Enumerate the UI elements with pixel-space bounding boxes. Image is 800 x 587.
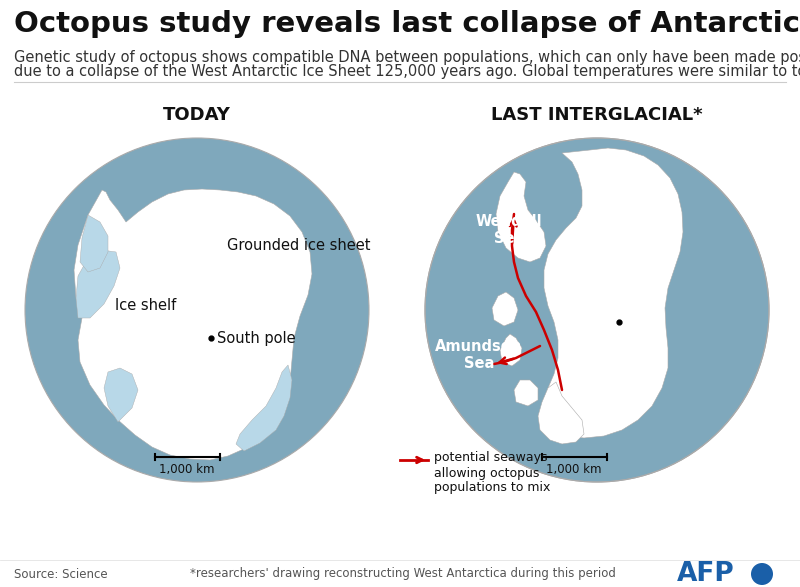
Polygon shape xyxy=(514,380,538,406)
Circle shape xyxy=(25,138,369,482)
Text: AFP: AFP xyxy=(678,561,735,587)
Text: South pole: South pole xyxy=(217,330,296,346)
Text: LAST INTERGLACIAL*: LAST INTERGLACIAL* xyxy=(491,106,703,124)
Polygon shape xyxy=(104,368,138,422)
Text: due to a collapse of the West Antarctic Ice Sheet 125,000 years ago. Global temp: due to a collapse of the West Antarctic … xyxy=(14,64,800,79)
Text: 1,000 km: 1,000 km xyxy=(546,463,602,476)
Text: populations to mix: populations to mix xyxy=(434,481,550,494)
Polygon shape xyxy=(236,365,292,451)
Polygon shape xyxy=(80,215,108,272)
Text: Ice shelf: Ice shelf xyxy=(115,298,176,312)
Text: allowing octopus: allowing octopus xyxy=(434,467,539,480)
Polygon shape xyxy=(544,148,683,438)
Text: *researchers' drawing reconstructing West Antarctica during this period: *researchers' drawing reconstructing Wes… xyxy=(190,568,616,581)
Polygon shape xyxy=(76,250,120,318)
Text: Grounded ice sheet: Grounded ice sheet xyxy=(227,238,370,252)
Circle shape xyxy=(425,138,769,482)
Text: Source: Science: Source: Science xyxy=(14,568,108,581)
Circle shape xyxy=(751,563,773,585)
Text: Genetic study of octopus shows compatible DNA between populations, which can onl: Genetic study of octopus shows compatibl… xyxy=(14,50,800,65)
Polygon shape xyxy=(496,172,546,262)
Polygon shape xyxy=(538,382,584,444)
Text: 1,000 km: 1,000 km xyxy=(159,463,214,476)
Text: potential seaways: potential seaways xyxy=(434,451,547,464)
Text: Ross
Sea: Ross Sea xyxy=(596,389,634,421)
Polygon shape xyxy=(492,292,518,326)
Polygon shape xyxy=(74,189,312,460)
Polygon shape xyxy=(500,334,522,366)
Text: Weddell
Sea: Weddell Sea xyxy=(476,214,542,246)
Text: TODAY: TODAY xyxy=(163,106,231,124)
Text: Amundsen
Sea: Amundsen Sea xyxy=(435,339,522,371)
Text: Octopus study reveals last collapse of Antarctic ice sheet: Octopus study reveals last collapse of A… xyxy=(14,10,800,38)
